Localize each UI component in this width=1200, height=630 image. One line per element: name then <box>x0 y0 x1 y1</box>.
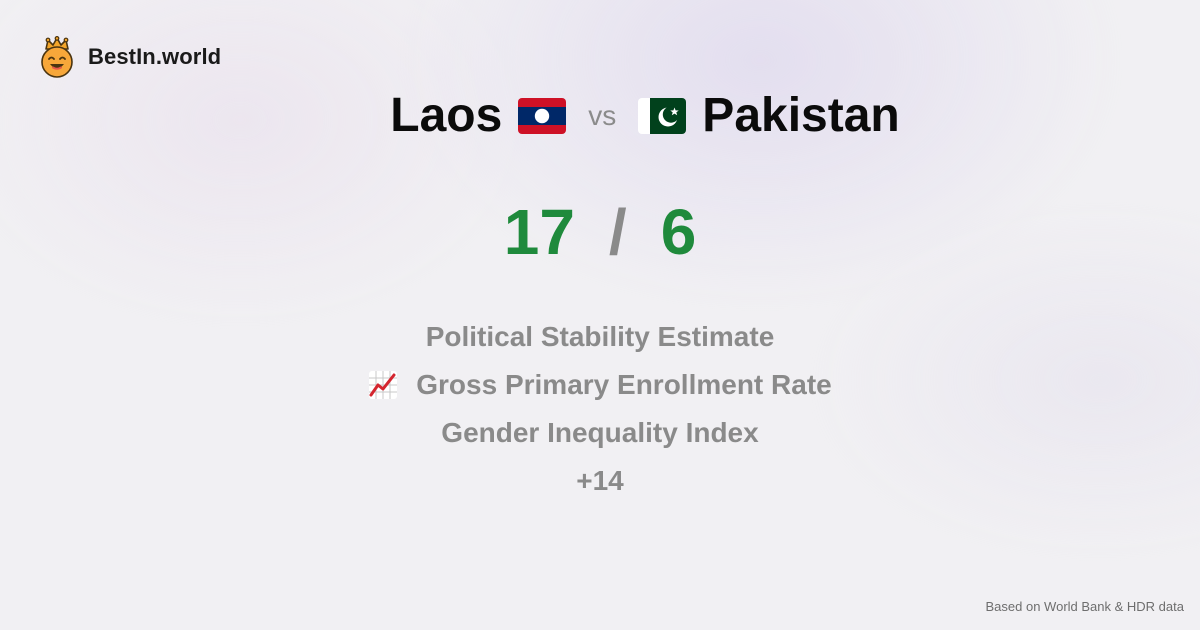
more-metrics-count: +14 <box>576 465 624 496</box>
score-separator: / <box>608 196 627 268</box>
metric-item: Gender Inequality Index <box>441 409 758 457</box>
left-score: 17 <box>503 196 575 268</box>
comparison-title: Laos vs Pakistan <box>45 84 1200 148</box>
metric-item: Gross Primary Enrollment Rate <box>368 361 832 409</box>
metric-item: Political Stability Estimate <box>426 313 775 361</box>
metric-label: Gross Primary Enrollment Rate <box>416 369 832 400</box>
left-country-name: Laos <box>390 89 503 142</box>
score: 17 / 6 <box>0 196 1200 268</box>
metric-list: Political Stability Estimate Gross Prima… <box>0 313 1200 505</box>
brand-name: BestIn.world <box>88 44 222 69</box>
metric-label: Political Stability Estimate <box>425 321 775 352</box>
chart-increasing-icon <box>369 371 398 399</box>
right-country-name: Pakistan <box>702 89 900 142</box>
metric-label: Gender Inequality Index <box>441 417 759 448</box>
right-score: 6 <box>660 196 697 268</box>
vs-label: vs <box>588 100 617 131</box>
pakistan-flag-icon <box>638 98 687 134</box>
crown-smiley-icon <box>41 36 73 78</box>
brand[interactable]: BestIn.world <box>38 36 221 78</box>
laos-flag-icon <box>518 98 567 134</box>
data-source-note: Based on World Bank & HDR data <box>985 599 1184 614</box>
